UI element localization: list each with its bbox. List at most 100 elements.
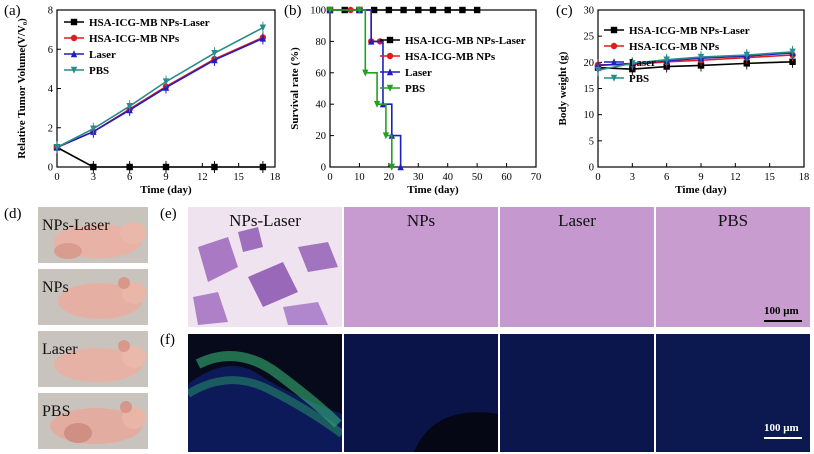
x-tick-label: 15	[233, 172, 244, 183]
legend-label: PBS	[405, 83, 425, 95]
legend-label: PBS	[629, 73, 649, 85]
data-point	[789, 58, 796, 66]
legend-marker	[70, 50, 78, 58]
legend-label: Laser	[405, 67, 432, 79]
mouse-label: NPs-Laser	[42, 217, 110, 234]
mouse-photo-pbs: PBS	[38, 393, 148, 449]
y-axis-label: Relative Tumor Volume(V/V₀)	[16, 18, 28, 159]
mouse-photo-nps-laser: NPs-Laser	[38, 207, 148, 263]
legend-marker	[386, 68, 394, 76]
y-tick-label: 4	[48, 84, 54, 95]
legend-label: Laser	[89, 49, 116, 61]
y-tick-label: 20	[316, 131, 327, 142]
data-point	[211, 49, 218, 57]
data-point	[90, 125, 97, 133]
data-point	[356, 6, 363, 14]
data-point	[444, 6, 451, 14]
fluorescence-scale-bar-label: 100 μm	[764, 422, 799, 434]
data-point	[400, 6, 407, 14]
y-tick-label: 0	[589, 163, 594, 174]
x-tick-label: 0	[54, 172, 59, 183]
plot-frame	[329, 9, 537, 168]
y-tick-label: 15	[584, 84, 595, 95]
panel-label-b: (b)	[284, 3, 302, 19]
x-tick-label: 0	[327, 172, 332, 183]
x-tick-label: 50	[472, 172, 483, 183]
data-point	[259, 24, 267, 32]
data-point	[162, 78, 170, 86]
legend-marker	[386, 84, 394, 92]
x-tick-label: 40	[442, 172, 453, 183]
y-tick-label: 8	[48, 6, 53, 17]
panel-label-f: (f)	[160, 332, 175, 348]
data-point	[370, 6, 378, 14]
series-line	[597, 61, 793, 70]
data-point	[211, 56, 218, 64]
data-point	[382, 132, 390, 140]
legend-marker	[610, 42, 618, 50]
data-point	[663, 56, 670, 64]
legend-label: HSA-ICG-MB NPs	[629, 41, 720, 53]
data-point	[397, 163, 404, 171]
fluorescence-tile-nps-laser	[188, 334, 342, 452]
y-tick-label: 0	[321, 163, 326, 174]
he-tile-nps-laser: NPs-Laser	[188, 207, 342, 327]
x-tick-label: 3	[91, 172, 96, 183]
data-point	[415, 6, 422, 14]
x-tick-label: 15	[764, 172, 775, 183]
series-line	[56, 37, 264, 149]
fluorescence-tile-laser	[500, 334, 654, 452]
he-tile-title: Laser	[558, 211, 596, 230]
chart-tumor-volume: 0 3 6 9 12 15 18 0 2 4 6 8 Time (day) Relative Tumor …	[16, 6, 280, 197]
he-tile-title: NPs-Laser	[229, 211, 301, 230]
x-tick-label: 70	[531, 172, 542, 183]
y-axis-label: Survival rate (%)	[289, 47, 301, 130]
series-line	[330, 9, 393, 167]
x-tick-label: 20	[384, 172, 395, 183]
data-point	[90, 163, 97, 171]
y-tick-label: 5	[589, 136, 594, 147]
panel-label-a: (a)	[4, 3, 21, 19]
mouse-photo-laser: Laser	[38, 331, 148, 387]
data-point	[126, 163, 133, 171]
data-point	[53, 144, 61, 152]
he-tile-laser: Laser	[500, 207, 654, 327]
x-tick-label: 3	[630, 172, 635, 183]
data-point	[388, 163, 395, 171]
legend-label: PBS	[89, 65, 109, 77]
x-tick-label: 12	[730, 172, 741, 183]
mouse-label: PBS	[42, 403, 71, 420]
data-point	[743, 51, 750, 59]
he-scale-bar	[764, 320, 802, 322]
y-tick-label: 2	[48, 123, 53, 134]
mouse-label: NPs	[42, 279, 69, 296]
fluorescence-tile-nps	[344, 334, 498, 452]
x-axis-label: Time (day)	[675, 184, 727, 196]
series-line	[330, 9, 381, 43]
legend-marker	[610, 26, 618, 34]
panel-label-c: (c)	[556, 3, 573, 19]
x-tick-label: 18	[799, 172, 810, 183]
y-tick-label: 0	[48, 163, 53, 174]
legend-marker	[610, 58, 618, 66]
he-tile-title: NPs	[406, 211, 436, 230]
x-tick-label: 12	[197, 172, 208, 183]
he-tile-nps: NPs	[344, 207, 498, 327]
legend-marker	[70, 66, 78, 74]
x-tick-label: 0	[595, 172, 600, 183]
x-tick-label: 9	[163, 172, 168, 183]
legend-label: HSA-ICG-MB NPs-Laser	[629, 25, 750, 37]
y-tick-label: 6	[48, 45, 53, 56]
y-tick-label: 25	[584, 32, 595, 43]
legend-label: HSA-ICG-MB NPs	[405, 51, 496, 63]
data-point	[126, 102, 133, 110]
legend-marker	[386, 36, 394, 44]
fluorescence-scale-bar	[764, 437, 802, 439]
series-line	[56, 146, 263, 168]
x-tick-label: 30	[413, 172, 424, 183]
y-tick-label: 100	[310, 6, 326, 17]
fluorescence-tile-pbs: 100 μm	[656, 334, 810, 452]
x-axis-label: Time (day)	[407, 184, 459, 196]
legend-marker	[386, 52, 394, 60]
legend-label: HSA-ICG-MB NPs	[89, 33, 180, 45]
